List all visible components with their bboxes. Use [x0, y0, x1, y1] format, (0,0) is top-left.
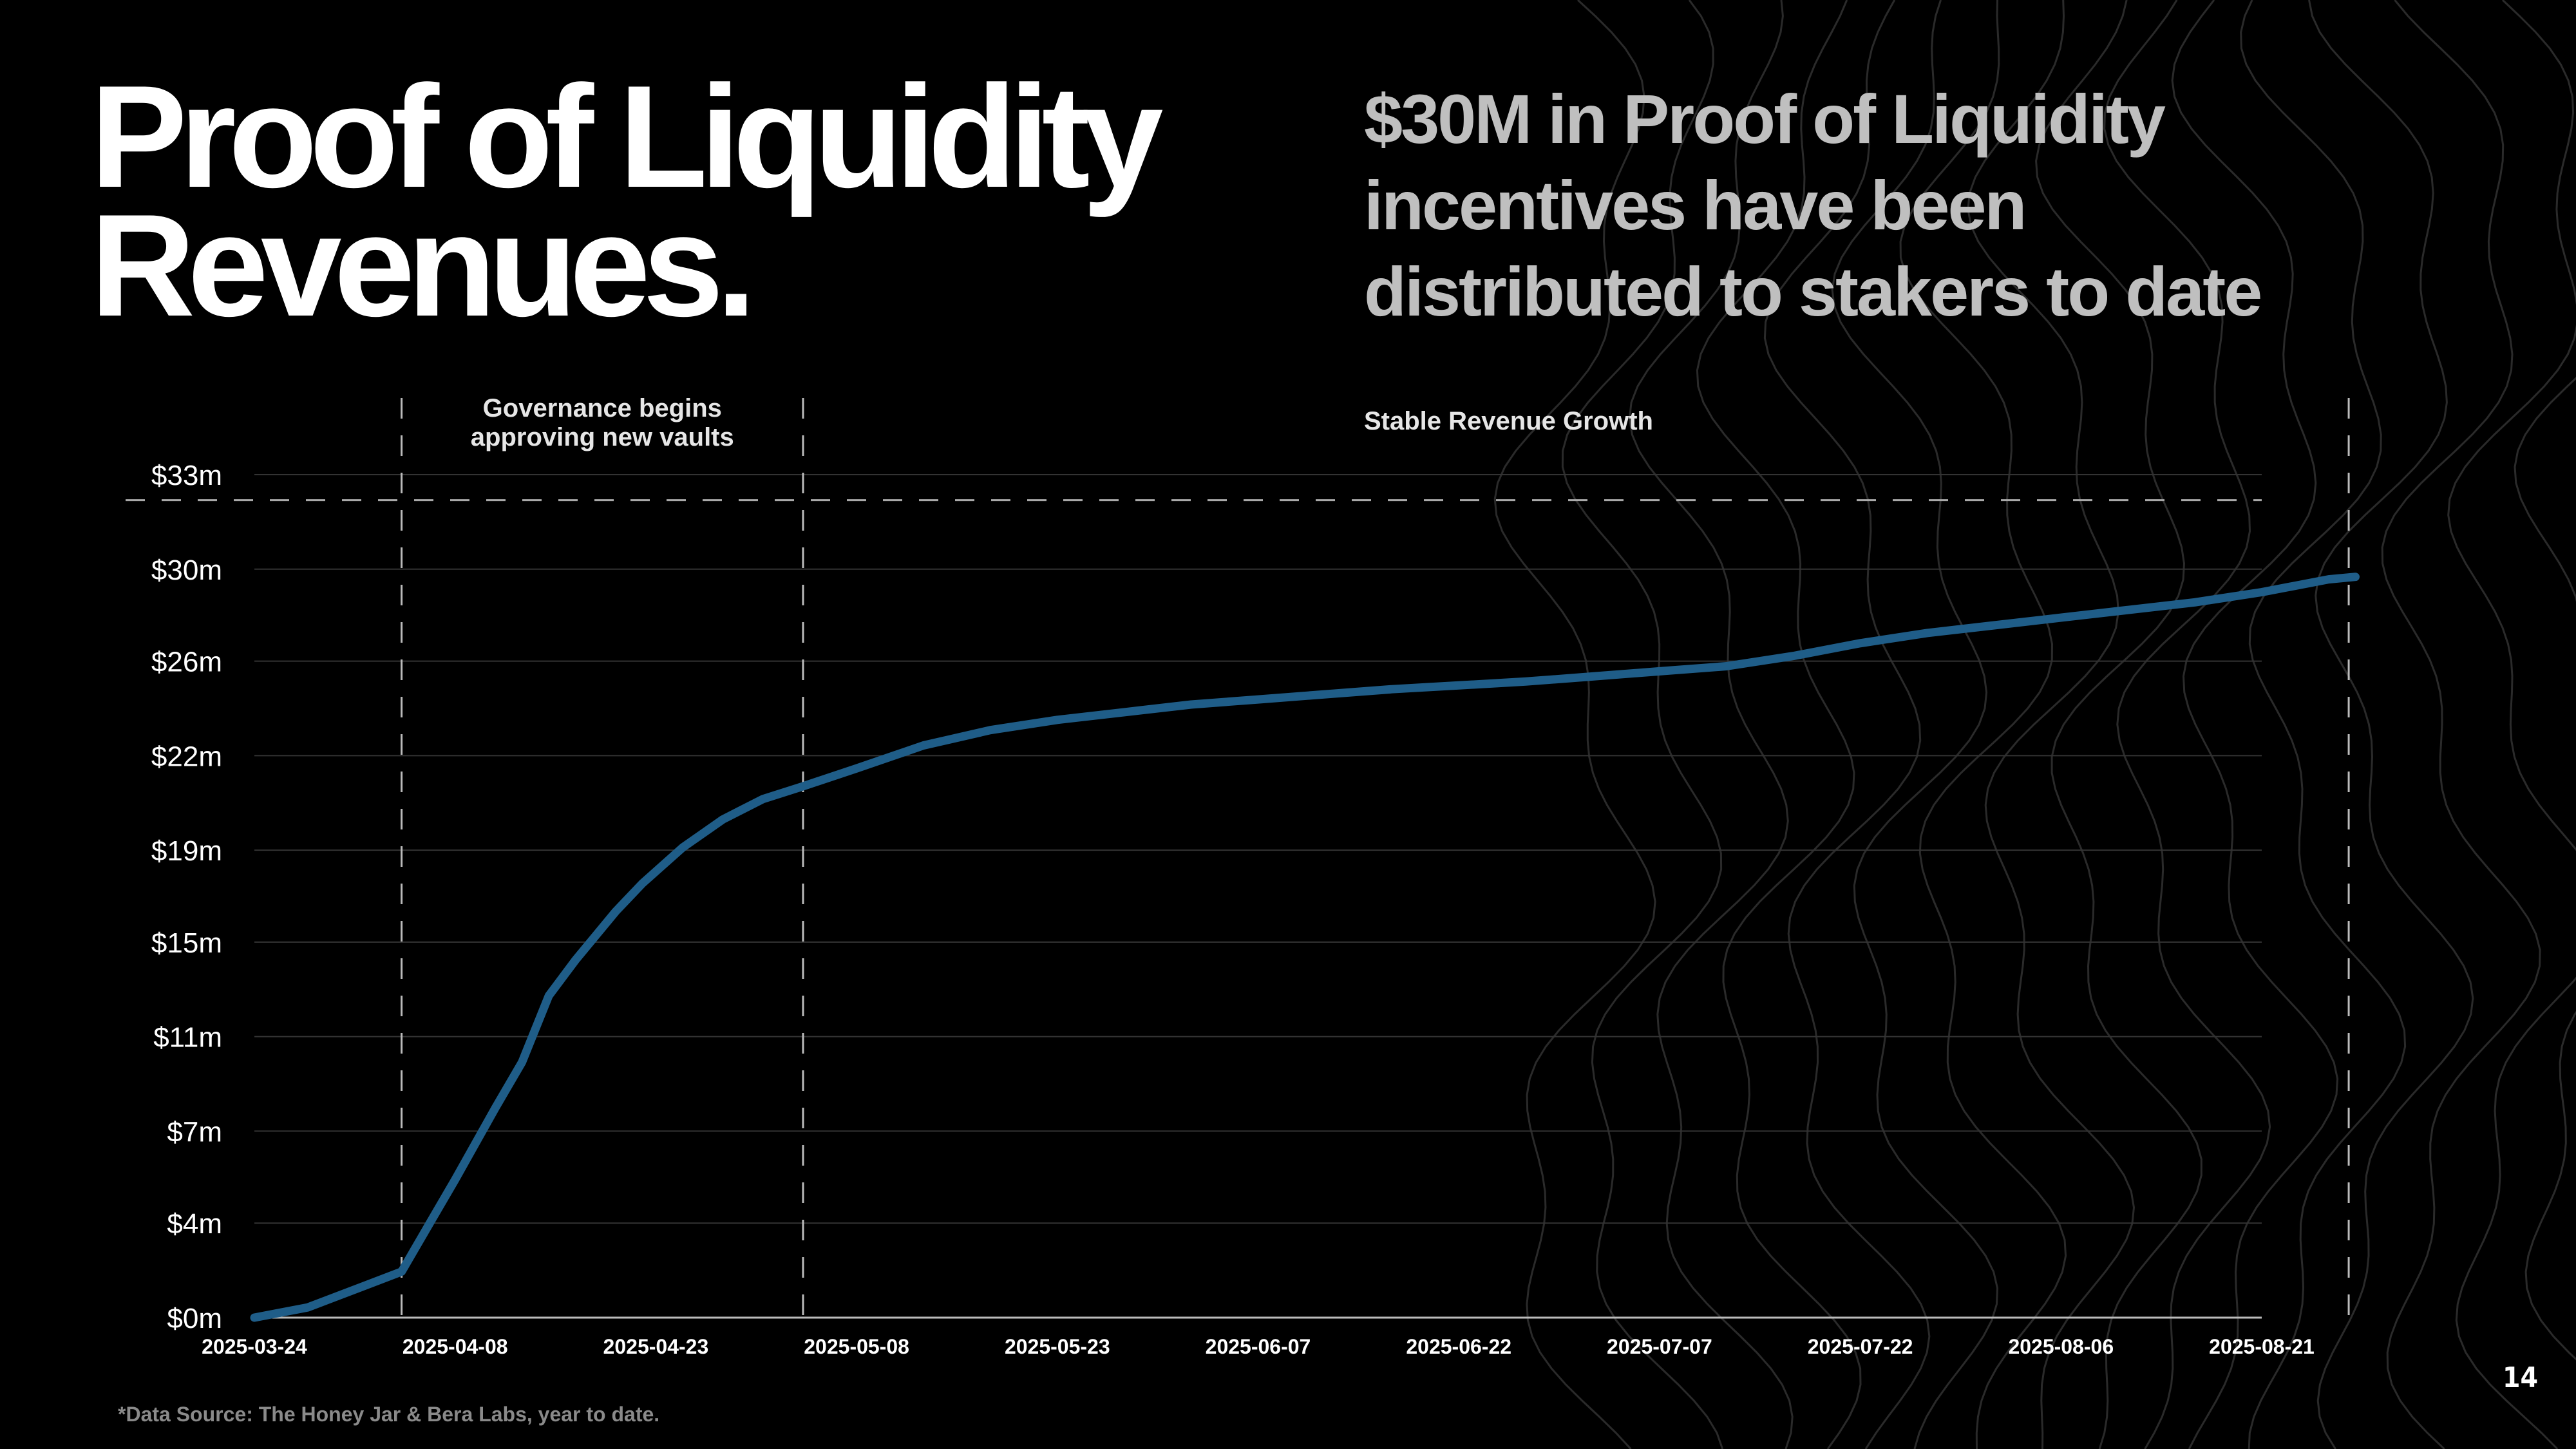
background-wave-line	[2308, 0, 2474, 1449]
x-tick-label: 2025-08-06	[2008, 1335, 2114, 1358]
y-tick-label: $15m	[151, 927, 222, 959]
y-tick-label: $19m	[151, 835, 222, 867]
background-wave-line	[1967, 0, 2136, 1449]
y-tick-label: $30m	[151, 554, 222, 586]
x-tick-label: 2025-06-07	[1206, 1335, 1311, 1358]
background-wave-line	[1628, 0, 1794, 1449]
x-tick-label: 2025-05-23	[1005, 1335, 1110, 1358]
y-tick-label: $22m	[151, 741, 222, 772]
y-tick-label: $0m	[167, 1303, 222, 1334]
background-wave-line	[2171, 0, 2339, 1449]
background-wave-line	[2514, 377, 2576, 1361]
background-wave-line	[1763, 0, 1931, 1449]
annotation-label-governance: approving new vaults	[471, 423, 734, 451]
subtitle-line-3: distributed to stakers to date	[1364, 252, 2262, 330]
x-tick-label: 2025-03-24	[202, 1335, 307, 1358]
background-wave-line	[2103, 0, 2271, 1449]
background-wave-line	[1899, 0, 2067, 1449]
data-source-note: *Data Source: The Honey Jar & Bera Labs,…	[118, 1403, 660, 1426]
x-tick-label: 2025-08-21	[2209, 1335, 2315, 1358]
background-wave-line	[2447, 0, 2576, 1449]
x-tick-label: 2025-04-23	[603, 1335, 709, 1358]
background-wave-line	[1696, 0, 1862, 1449]
background-wave-line	[1831, 0, 1999, 1449]
revenue-series-line	[250, 573, 2360, 1322]
background-wave-line	[1561, 0, 1724, 1449]
y-tick-label: $26m	[151, 647, 222, 678]
subtitle-line-2: incentives have been	[1364, 166, 2027, 244]
x-tick-label: 2025-05-08	[804, 1335, 909, 1358]
x-tick-label: 2025-04-08	[402, 1335, 508, 1358]
x-tick-label: 2025-07-22	[1808, 1335, 1913, 1358]
annotation-label-governance: Governance begins	[483, 394, 722, 422]
y-tick-label: $33m	[151, 460, 222, 491]
background-wave-line	[2035, 0, 2202, 1449]
background-wave-line	[1493, 0, 1656, 1449]
y-tick-label: $7m	[167, 1116, 222, 1148]
x-tick-label: 2025-07-07	[1607, 1335, 1712, 1358]
y-tick-label: $11m	[153, 1022, 222, 1054]
slide-subtitle: $30M in Proof of Liquidity incentives ha…	[1364, 76, 2394, 335]
background-wave-line	[2381, 0, 2541, 1449]
background-wave-line	[2240, 0, 2407, 1449]
y-tick-label: $4m	[167, 1208, 222, 1240]
page-number: 14	[2503, 1361, 2539, 1394]
x-tick-label: 2025-06-22	[1406, 1335, 1511, 1358]
subtitle-line-1: $30M in Proof of Liquidity	[1364, 80, 2166, 158]
annotation-label-stable-growth: Stable Revenue Growth	[1364, 407, 1653, 435]
title-line-2: Revenues.	[90, 184, 757, 346]
title-line-1: Proof of Liquidity	[90, 55, 1163, 218]
slide-title: Proof of Liquidity Revenues.	[90, 55, 1163, 346]
